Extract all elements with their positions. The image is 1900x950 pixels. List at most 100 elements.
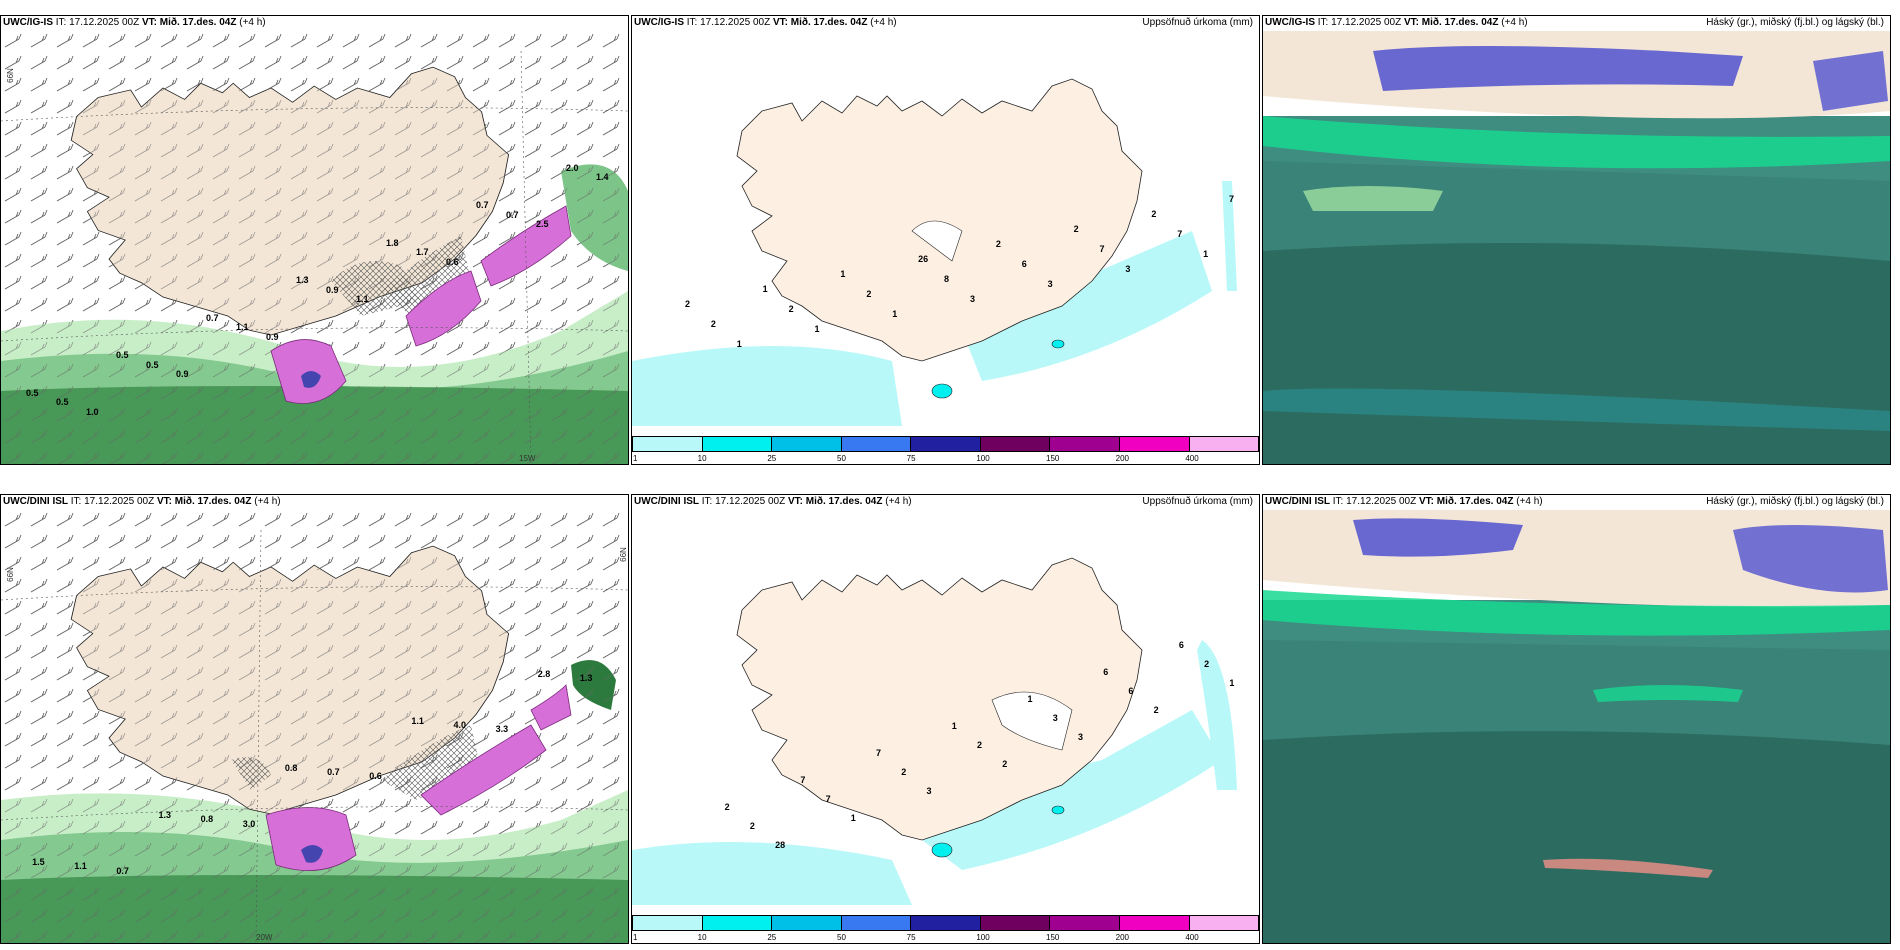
map-value-label: 8 [944, 273, 950, 284]
map-value-label: 1 [814, 323, 820, 334]
map-value-label: 0.8 [200, 814, 214, 825]
legend-swatch [702, 436, 773, 452]
map-value-label: 1.4 [596, 172, 609, 183]
map-value-label: 2 [1153, 704, 1159, 715]
legend-swatch [632, 915, 703, 931]
map-value-label: 6 [1128, 685, 1134, 696]
map-value-label: 1 [850, 813, 856, 824]
it-label: IT: [686, 17, 698, 28]
map-value-label: 3.3 [495, 724, 509, 735]
lon-label: 15W [519, 454, 536, 463]
map-value-label: 1.3 [158, 810, 172, 820]
legend-ticks: 1 10 25 50 75 100 150 200 400 [632, 454, 1259, 464]
legend-swatch [1119, 915, 1190, 931]
accum-label-layer: 2 2 1 1 2 1 1 2 1 26 8 3 2 6 3 2 7 3 2 7 1 7 [632, 16, 1259, 464]
vt-label: VT: [772, 17, 788, 28]
map-value-label: 1.1 [356, 294, 369, 305]
panel-top-mid: UWC/IG-IS IT: 17.12.2025 00Z VT: Mið. 17… [631, 15, 1260, 465]
legend-tick-label: 75 [906, 933, 916, 942]
map-value-label: 1.3 [296, 275, 309, 286]
lead-time: (+4 h) [1501, 17, 1528, 28]
panel-title: Háský (gr.), miðský (fj.bl.) og lágský (… [1706, 496, 1884, 507]
map-value-label: 1.3 [579, 672, 593, 683]
map-value-label: 1 [892, 308, 898, 319]
valid-time: Mið. 17.des. 04Z [1436, 496, 1514, 507]
map-value-label: 2.0 [566, 162, 579, 173]
legend-swatch [980, 436, 1051, 452]
map-value-label: 1 [1027, 693, 1033, 704]
legend-tick-label: 200 [1115, 454, 1130, 463]
init-time: 17.12.2025 00Z [700, 17, 771, 28]
map-value-label: 0.6 [369, 771, 382, 782]
model-name: UWC/IG-IS [3, 17, 53, 28]
legend-tick-label: 400 [1185, 454, 1199, 463]
init-time: 17.12.2025 00Z [1346, 496, 1417, 507]
panel-bot-mid: UWC/DINI ISL IT: 17.12.2025 00Z VT: Mið.… [631, 494, 1260, 944]
valid-time: Mið. 17.des. 04Z [790, 17, 868, 28]
map-value-label: 6 [1021, 258, 1027, 269]
vt-label: VT: [1403, 17, 1419, 28]
init-time: 17.12.2025 00Z [1331, 17, 1402, 28]
map-value-label: 1.5 [32, 857, 45, 868]
it-label: IT: [55, 17, 67, 28]
panel-bot-right: UWC/DINI ISL IT: 17.12.2025 00Z VT: Mið.… [1262, 494, 1891, 944]
accum-label-layer: 2 2 28 7 7 1 7 2 3 1 2 2 1 3 3 6 6 2 6 2 1 [632, 495, 1259, 943]
map-value-label: 2.5 [536, 219, 549, 230]
map-value-label: 3 [1052, 712, 1058, 723]
map-value-label: 1 [951, 721, 957, 732]
valid-time: Mið. 17.des. 04Z [805, 496, 883, 507]
map-value-label: 0.7 [327, 767, 340, 778]
legend-tick-label: 400 [1185, 933, 1199, 942]
map-value-label: 2 [977, 740, 983, 750]
legend-tick-label: 200 [1115, 933, 1130, 942]
map-value-label: 28 [775, 840, 786, 851]
map-value-label: 0.7 [506, 209, 519, 220]
map-value-label: 1.8 [386, 237, 399, 248]
legend-swatch [702, 915, 773, 931]
map-value-label: 2 [1151, 208, 1157, 219]
map-value-label: 1 [736, 338, 742, 349]
model-name: UWC/DINI ISL [3, 496, 68, 507]
map-value-label: 2.8 [537, 668, 551, 679]
legend-tick-label: 75 [906, 454, 916, 463]
accum-precip-map [632, 557, 1237, 905]
it-label: IT: [701, 496, 713, 507]
map-value-label: 3 [926, 786, 932, 797]
map-value-label: 6 [1103, 666, 1109, 677]
map-value-label: 1.0 [86, 406, 99, 417]
map-value-label: 1 [762, 283, 768, 294]
legend-swatch [980, 915, 1051, 931]
map-value-label: 3 [1125, 263, 1131, 274]
map-value-label: 2 [684, 298, 690, 309]
panel-header: UWC/DINI ISL IT: 17.12.2025 00Z VT: Mið.… [1, 495, 628, 510]
legend-tick-label: 25 [767, 454, 777, 463]
legend-tick-label: 150 [1046, 933, 1060, 942]
lead-time: (+4 h) [254, 496, 281, 507]
init-time: 17.12.2025 00Z [84, 496, 155, 507]
legend-tick-label: 100 [976, 933, 990, 942]
lead-time: (+4 h) [885, 496, 912, 507]
init-time: 17.12.2025 00Z [715, 496, 786, 507]
it-label: IT: [70, 496, 82, 507]
map-value-label: 2 [995, 238, 1001, 249]
map-value-label: 2 [1073, 223, 1079, 234]
map-value-label: 7 [876, 748, 882, 759]
precip-legend: 1 10 25 50 75 100 150 200 400 [632, 913, 1259, 943]
map-value-label: 2 [788, 303, 794, 314]
legend-swatch [1050, 436, 1120, 452]
legend-swatch [911, 436, 981, 452]
wind-precip-map [1, 510, 628, 943]
wind-precip-map [1, 31, 628, 464]
vt-label: VT: [156, 496, 172, 507]
map-value-label: 3 [969, 293, 975, 304]
legend-tick-label: 50 [837, 454, 846, 463]
lon-label: 20W [256, 933, 273, 942]
legend-swatch [1119, 436, 1190, 452]
vt-label: VT: [787, 496, 803, 507]
map-value-label: 2 [1002, 758, 1008, 769]
legend-colorbar [632, 915, 1259, 931]
vt-label: VT: [141, 17, 157, 28]
map-value-label: 7 [1229, 193, 1235, 204]
map-value-label: 4.0 [453, 720, 467, 730]
legend-swatch [841, 436, 912, 452]
